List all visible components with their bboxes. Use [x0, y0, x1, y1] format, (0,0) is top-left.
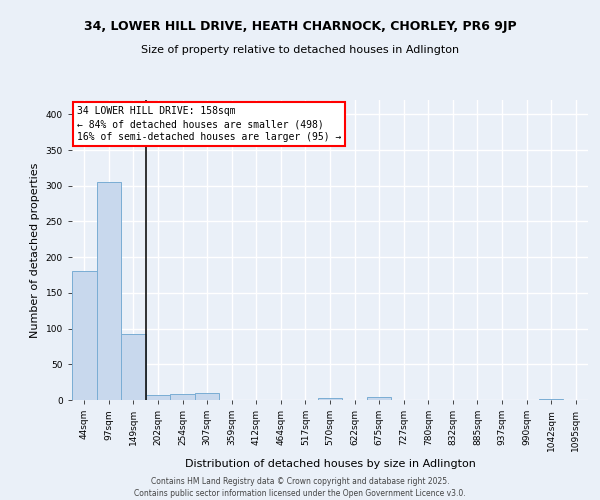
Y-axis label: Number of detached properties: Number of detached properties — [30, 162, 40, 338]
Text: 34 LOWER HILL DRIVE: 158sqm
← 84% of detached houses are smaller (498)
16% of se: 34 LOWER HILL DRIVE: 158sqm ← 84% of det… — [77, 106, 341, 142]
Bar — [146, 395, 170, 400]
Bar — [97, 182, 121, 400]
Bar — [539, 398, 563, 400]
X-axis label: Distribution of detached houses by size in Adlington: Distribution of detached houses by size … — [185, 460, 475, 469]
Bar — [318, 398, 342, 400]
Bar — [72, 272, 97, 400]
Text: Contains HM Land Registry data © Crown copyright and database right 2025.
Contai: Contains HM Land Registry data © Crown c… — [134, 476, 466, 498]
Text: 34, LOWER HILL DRIVE, HEATH CHARNOCK, CHORLEY, PR6 9JP: 34, LOWER HILL DRIVE, HEATH CHARNOCK, CH… — [83, 20, 517, 33]
Bar — [121, 334, 146, 400]
Bar — [170, 394, 195, 400]
Text: Size of property relative to detached houses in Adlington: Size of property relative to detached ho… — [141, 45, 459, 55]
Bar — [195, 393, 220, 400]
Bar — [367, 397, 391, 400]
